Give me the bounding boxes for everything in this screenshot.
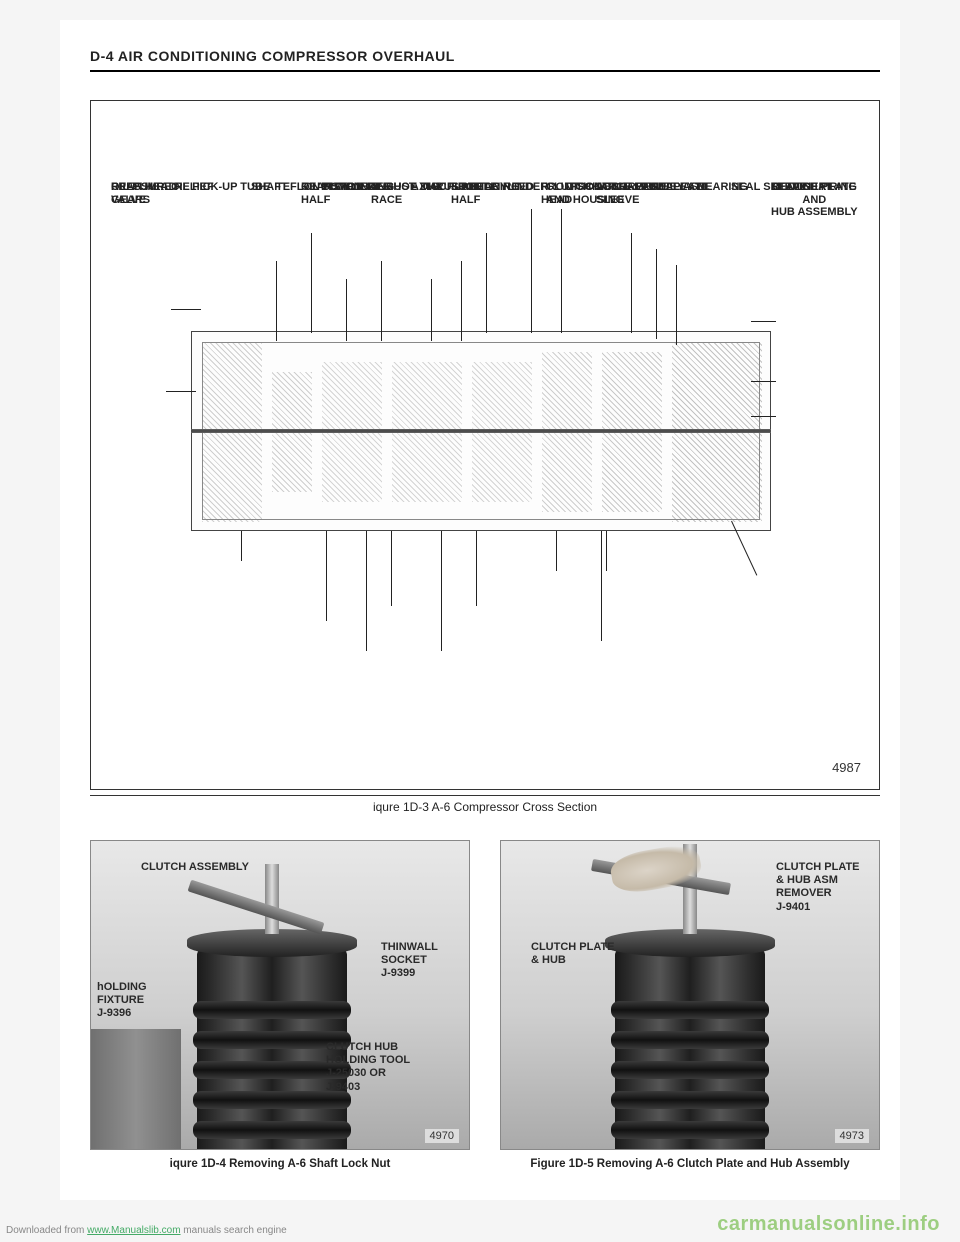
label-hub-tool: CLUTCH HUB HOLDING TOOL J-25030 OR J-940…: [326, 1041, 410, 1094]
shaft-centerline: [191, 429, 771, 433]
figure-1d5: CLUTCH PLATE & HUB ASM REMOVER J-9401 CL…: [500, 840, 880, 1150]
label-oil-pickup: OIL PICK-UP TUBE: [171, 181, 270, 194]
page-header-text: D-4 AIR CONDITIONING COMPRESSOR OVERHAUL: [90, 48, 455, 64]
label-thinwall-socket: THINWALL SOCKET J-9399: [381, 941, 438, 981]
label-plate-hub: CLUTCH PLATE & HUB: [531, 941, 615, 967]
main-figure-number: 4987: [832, 760, 861, 775]
label-remover: CLUTCH PLATE & HUB ASM REMOVER J-9401: [776, 861, 860, 914]
fig-1d5-number: 4973: [835, 1129, 869, 1143]
page-header: D-4 AIR CONDITIONING COMPRESSOR OVERHAUL: [90, 48, 880, 72]
footer-download: Downloaded from www.Manualslib.com manua…: [6, 1225, 287, 1236]
label-rear-cyl-half: REAR CYLINDER HALF: [301, 181, 391, 206]
watermark: carmanualsonline.info: [717, 1213, 940, 1236]
label-clutch-assembly: CLUTCH ASSEMBLY: [141, 861, 249, 874]
fig-1d4-caption: iqure 1D-4 Removing A-6 Shaft Lock Nut: [90, 1158, 470, 1170]
figure-1d4: CLUTCH ASSEMBLY THINWALL SOCKET J-9399 h…: [90, 840, 470, 1150]
label-thrust-bearing: THRUST BEARING: [421, 181, 519, 194]
main-figure-caption: iqure 1D-3 A-6 Compressor Cross Section: [90, 800, 880, 814]
fig-1d4-number: 4970: [425, 1129, 459, 1143]
label-holding-fixture: hOLDING FIXTURE J-9396: [97, 981, 147, 1021]
manualslib-link[interactable]: www.Manualslib.com: [87, 1225, 180, 1236]
main-cross-section-figure: FRONT SUCTION REED DISCHARGE VALVE PLATE…: [90, 100, 880, 790]
label-seal-sleeve: SEAL SLEEVE: [731, 181, 807, 194]
fig-1d5-caption: Figure 1D-5 Removing A-6 Clutch Plate an…: [500, 1158, 880, 1170]
diagram-area: FRONT SUCTION REED DISCHARGE VALVE PLATE…: [111, 181, 861, 641]
label-clutch-coil: CLUTCH COIL AND HOUSING: [546, 181, 624, 206]
